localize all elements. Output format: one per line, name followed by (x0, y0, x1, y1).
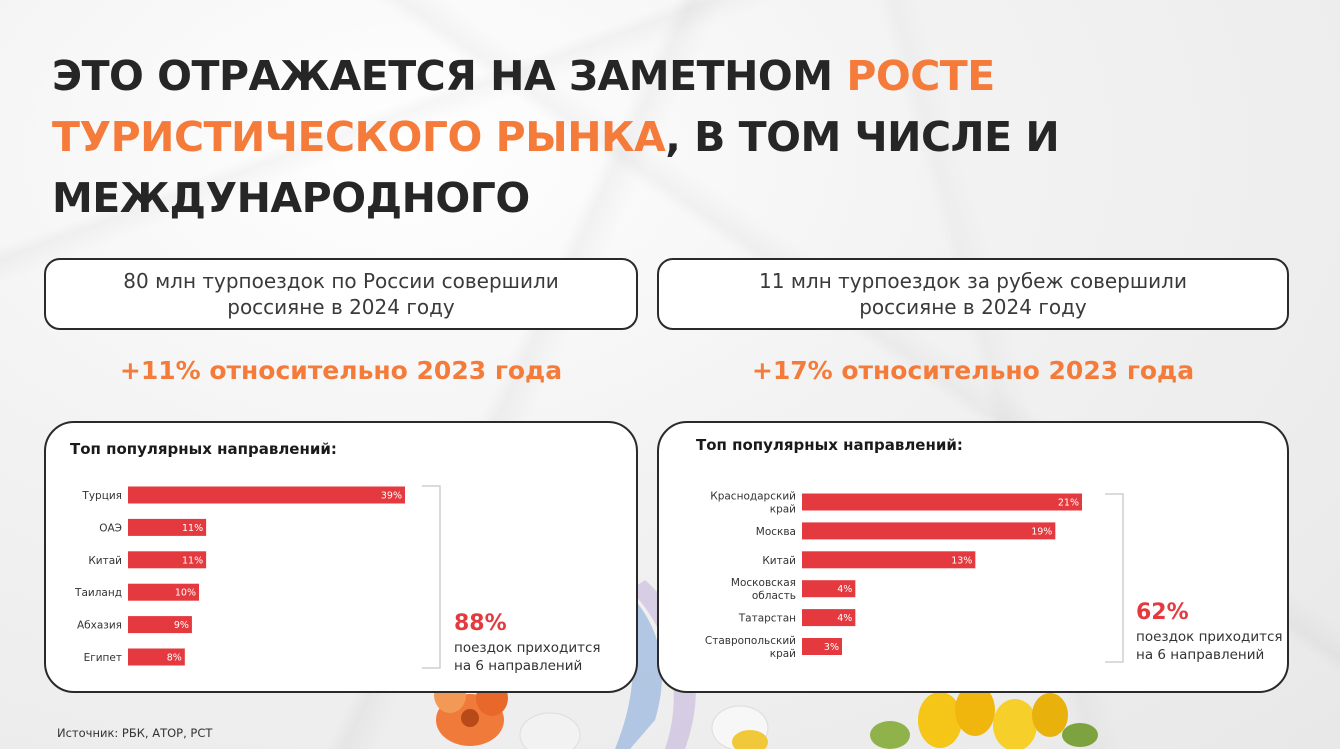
bar-1 (802, 522, 1056, 540)
bar-4 (128, 616, 192, 634)
bar-2 (802, 551, 976, 569)
bar-0 (128, 486, 405, 504)
title-part-1: ЭТО ОТРАЖАЕТСЯ НА ЗАМЕТНОМ (52, 52, 847, 100)
category-label-5-1: край (770, 648, 796, 660)
domestic-growth: +11% относительно 2023 года (119, 356, 563, 385)
value-label-4: 4% (837, 613, 852, 624)
outbound-summary-line-1: поездок приходится (1136, 629, 1283, 645)
domestic-headline-line-2: россияне в 2024 году (227, 295, 455, 319)
value-label-2: 13% (951, 555, 972, 566)
domestic-destinations-chart: Турция 39% ОАЭ 11% Китай 11% Таиланд 10% Абхазия… (74, 485, 441, 669)
domestic-summary-line-1: поездок приходится (454, 640, 601, 656)
category-label-5: Египет (84, 652, 122, 664)
outbound-card-title: Топ популярных направлений: (696, 436, 963, 454)
bar-3 (128, 583, 200, 601)
category-label-5-0: Ставропольский (705, 635, 796, 647)
category-label-3-0: Московская (731, 577, 796, 589)
title-part-2: , В ТОМ ЧИСЛЕ И МЕЖДУНАРОДНОГО (52, 113, 1060, 222)
bar-1 (128, 518, 207, 536)
page-title: ЭТО ОТРАЖАЕТСЯ НА ЗАМЕТНОМ РОСТЕ ТУРИСТИ… (52, 46, 1152, 229)
category-label-4: Абхазия (77, 620, 122, 632)
domestic-trips-headline: 80 млн турпоездок по России совершили рос… (44, 258, 638, 330)
category-label-2: Китай (762, 555, 796, 567)
outbound-growth: +17% относительно 2023 года (751, 356, 1195, 385)
outbound-trips-headline: 11 млн турпоездок за рубеж совершили росс… (657, 258, 1289, 330)
category-label-3: Таиланд (74, 587, 122, 599)
outbound-headline-line-2: россияне в 2024 году (859, 295, 1087, 319)
value-label-5: 8% (167, 653, 182, 664)
value-label-3: 4% (837, 584, 852, 595)
value-label-5: 3% (824, 642, 839, 653)
title-highlight: РОСТЕ ТУРИСТИЧЕСКОГО РЫНКА (52, 52, 995, 161)
category-label-0: Турция (81, 490, 122, 502)
domestic-summary-value: 88% (454, 611, 507, 636)
bar-5 (128, 648, 185, 666)
bar-4 (802, 609, 856, 627)
value-label-3: 10% (175, 588, 196, 599)
category-label-0-0: Краснодарский (710, 491, 796, 503)
domestic-headline-line-1: 80 млн турпоездок по России совершили (123, 269, 559, 293)
bracket (422, 485, 441, 669)
category-label-1: Москва (756, 526, 796, 538)
domestic-summary-text: поездок приходится на 6 направлений (454, 639, 624, 675)
outbound-headline-line-1: 11 млн турпоездок за рубеж совершили (759, 269, 1187, 293)
category-label-0-1: край (770, 504, 796, 516)
source-note: Источник: РБК, АТОР, РСТ (57, 726, 213, 740)
value-label-1: 11% (182, 523, 203, 534)
outbound-summary-line-2: на 6 направлений (1136, 647, 1265, 663)
bar-3 (802, 580, 856, 598)
value-label-0: 39% (381, 491, 402, 502)
value-label-0: 21% (1058, 498, 1079, 509)
domestic-summary-line-2: на 6 направлений (454, 658, 583, 674)
bracket (1105, 493, 1124, 663)
value-label-4: 9% (174, 620, 189, 631)
category-label-4: Татарстан (738, 613, 796, 625)
category-label-1: ОАЭ (99, 522, 122, 534)
value-label-1: 19% (1031, 526, 1052, 537)
category-label-3-1: область (752, 590, 796, 602)
bar-2 (128, 551, 207, 569)
bar-5 (802, 638, 842, 655)
bar-0 (802, 493, 1082, 511)
category-label-2: Китай (88, 555, 122, 567)
outbound-summary-text: поездок приходится на 6 направлений (1136, 628, 1306, 664)
domestic-card-title: Топ популярных направлений: (70, 440, 337, 458)
value-label-2: 11% (182, 555, 203, 566)
outbound-summary-value: 62% (1136, 600, 1189, 625)
